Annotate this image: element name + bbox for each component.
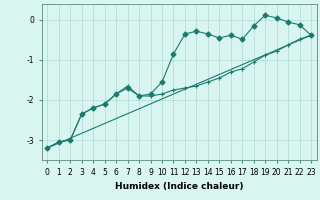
X-axis label: Humidex (Indice chaleur): Humidex (Indice chaleur): [115, 182, 244, 191]
